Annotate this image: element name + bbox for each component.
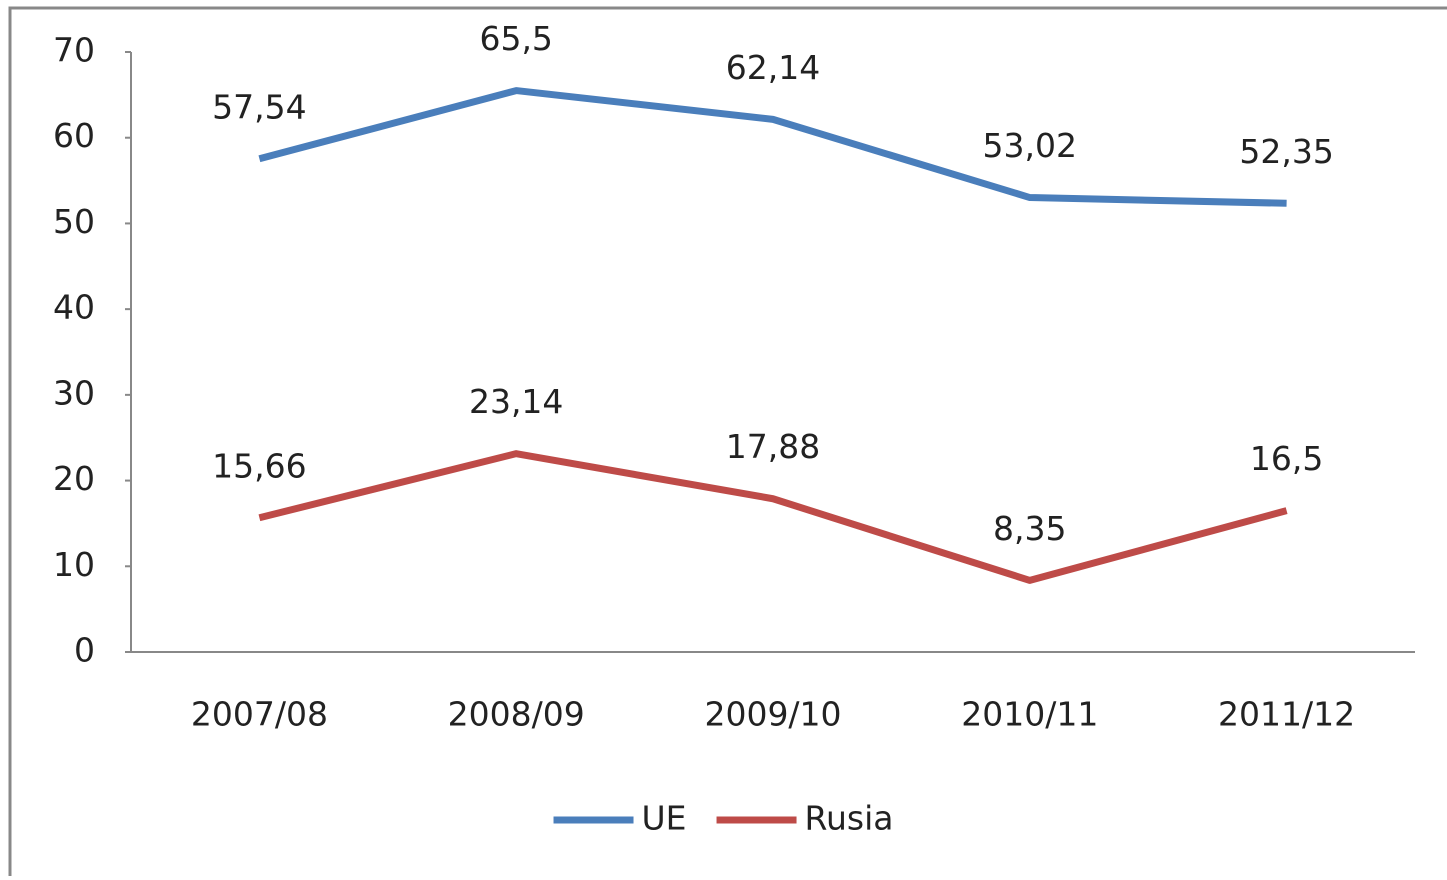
data-label: 65,5 <box>479 19 552 58</box>
x-tick-label: 2011/12 <box>1218 695 1355 734</box>
x-tick-label: 2009/10 <box>704 695 841 734</box>
data-label: 23,14 <box>469 382 563 421</box>
data-label: 16,5 <box>1250 439 1323 478</box>
data-label: 62,14 <box>726 48 820 87</box>
y-tick-label: 30 <box>53 373 95 412</box>
data-label: 57,54 <box>212 87 306 126</box>
data-label: 52,35 <box>1239 132 1333 171</box>
legend-label: Rusia <box>805 799 894 838</box>
chart-frame <box>8 6 1447 880</box>
data-label: 15,66 <box>212 446 306 485</box>
legend-label: UE <box>642 799 687 838</box>
data-label: 17,88 <box>726 427 820 466</box>
y-tick-label: 60 <box>53 116 95 155</box>
series-line <box>258 450 1288 584</box>
y-tick-label: 0 <box>74 631 95 670</box>
data-label: 8,35 <box>993 509 1066 548</box>
x-tick-label: 2008/09 <box>448 695 585 734</box>
series-line <box>258 87 1287 207</box>
y-tick-label: 20 <box>53 459 95 498</box>
x-tick-label: 2010/11 <box>961 695 1098 734</box>
x-tick-label: 2007/08 <box>191 695 328 734</box>
y-tick-label: 50 <box>53 202 95 241</box>
y-tick-label: 70 <box>53 31 95 70</box>
y-tick-label: 40 <box>53 288 95 327</box>
data-label: 53,02 <box>983 126 1077 165</box>
y-tick-label: 10 <box>53 545 95 584</box>
